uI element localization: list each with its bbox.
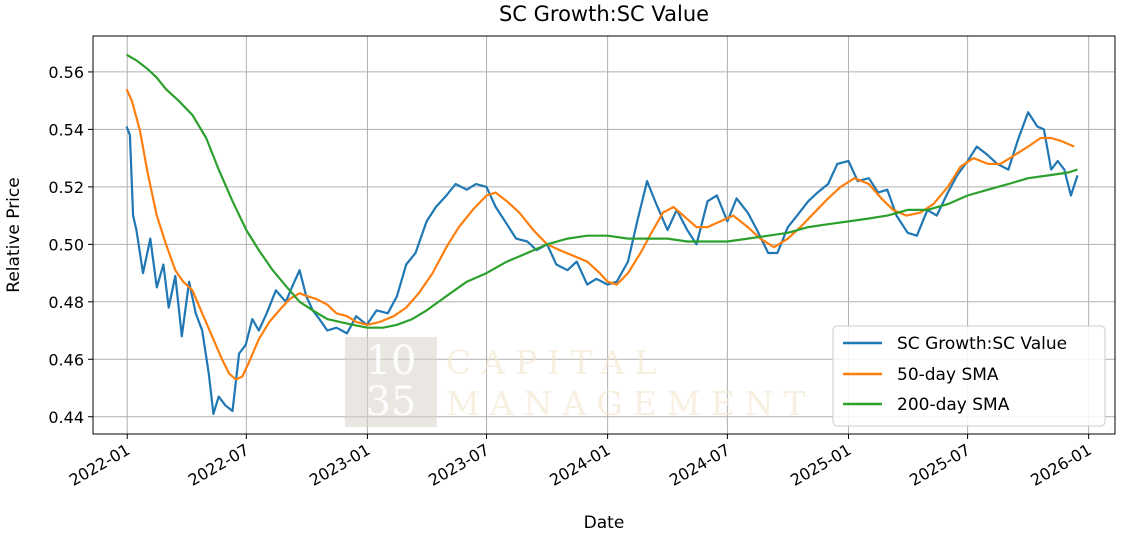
y-axis-ticks: 0.44 0.46 0.48 0.50 0.52 0.54 0.56 xyxy=(48,63,93,427)
watermark-number-bottom: 35 xyxy=(366,379,417,425)
y-tick-label: 0.54 xyxy=(48,120,84,139)
watermark-line1: CAPITAL xyxy=(446,343,666,382)
legend: SC Growth:SC Value 50-day SMA 200-day SM… xyxy=(832,325,1106,427)
plot-frame xyxy=(92,35,1116,435)
watermark-line2: MANAGEMENT xyxy=(446,384,816,423)
y-axis-label: Relative Price xyxy=(4,177,24,292)
legend-label-series-2: 200-day SMA xyxy=(897,395,1010,415)
series-layer xyxy=(125,53,1079,415)
watermark: 10 35 CAPITAL MANAGEMENT xyxy=(345,337,816,427)
legend-label-series-1: 50-day SMA xyxy=(897,365,999,385)
x-axis-label: Date xyxy=(584,513,625,533)
legend-label-series-0: SC Growth:SC Value xyxy=(897,334,1067,354)
y-tick-label: 0.48 xyxy=(48,293,84,312)
series-50-day-sma-line xyxy=(125,88,1075,381)
legend-box xyxy=(832,325,1106,427)
y-tick-label: 0.52 xyxy=(48,178,84,197)
y-tick-label: 0.50 xyxy=(48,235,84,254)
y-tick-label: 0.46 xyxy=(48,350,84,369)
series-200-day-sma-line xyxy=(126,53,1078,329)
grid-lines xyxy=(93,36,1115,434)
chart-title: SC Growth:SC Value xyxy=(499,2,709,26)
y-tick-label: 0.56 xyxy=(48,63,84,82)
watermark-number-top: 10 xyxy=(366,338,417,384)
series-sc-growth-value-line xyxy=(125,111,1079,415)
y-tick-label: 0.44 xyxy=(48,408,84,427)
